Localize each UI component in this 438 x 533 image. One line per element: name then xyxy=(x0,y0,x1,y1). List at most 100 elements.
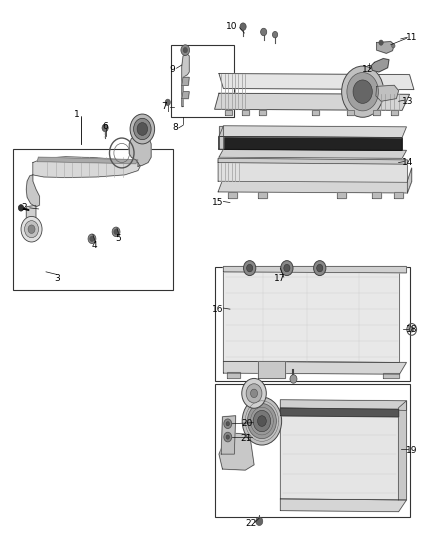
Text: 21: 21 xyxy=(240,434,252,442)
Polygon shape xyxy=(223,266,406,273)
Circle shape xyxy=(18,205,24,211)
Circle shape xyxy=(410,327,414,332)
Polygon shape xyxy=(223,361,406,374)
Circle shape xyxy=(253,410,271,432)
Text: 6: 6 xyxy=(102,123,108,131)
Circle shape xyxy=(88,234,96,244)
Text: 20: 20 xyxy=(242,419,253,428)
Circle shape xyxy=(226,435,230,439)
Text: 10: 10 xyxy=(226,22,238,31)
Circle shape xyxy=(183,47,187,53)
Polygon shape xyxy=(280,400,406,410)
Circle shape xyxy=(290,375,297,383)
Circle shape xyxy=(90,236,94,241)
Polygon shape xyxy=(377,42,394,53)
Circle shape xyxy=(392,44,395,48)
Circle shape xyxy=(21,216,42,242)
Circle shape xyxy=(261,28,267,36)
Circle shape xyxy=(281,261,293,276)
Polygon shape xyxy=(218,158,407,164)
Polygon shape xyxy=(259,110,266,115)
Polygon shape xyxy=(182,92,189,99)
Text: 7: 7 xyxy=(161,102,167,111)
Polygon shape xyxy=(280,408,399,500)
Circle shape xyxy=(165,99,170,106)
Polygon shape xyxy=(182,54,189,107)
Polygon shape xyxy=(227,372,240,378)
Polygon shape xyxy=(258,361,285,378)
Bar xyxy=(215,266,410,381)
Circle shape xyxy=(242,378,266,408)
Circle shape xyxy=(258,416,266,426)
Polygon shape xyxy=(407,168,412,193)
Circle shape xyxy=(314,261,326,276)
Polygon shape xyxy=(219,149,406,158)
Circle shape xyxy=(272,31,278,38)
Circle shape xyxy=(251,389,258,398)
Text: 4: 4 xyxy=(92,241,97,249)
Polygon shape xyxy=(219,136,402,150)
Circle shape xyxy=(130,114,155,144)
Text: 3: 3 xyxy=(54,274,60,282)
Text: 14: 14 xyxy=(402,158,413,167)
Text: 12: 12 xyxy=(362,65,374,74)
Circle shape xyxy=(342,66,384,117)
Circle shape xyxy=(112,227,120,237)
Circle shape xyxy=(246,384,262,403)
Circle shape xyxy=(134,118,151,140)
Polygon shape xyxy=(258,192,267,198)
Circle shape xyxy=(317,264,323,272)
Polygon shape xyxy=(373,110,380,115)
Circle shape xyxy=(247,264,253,272)
Polygon shape xyxy=(182,77,189,85)
Polygon shape xyxy=(37,157,138,164)
Circle shape xyxy=(25,221,39,238)
Circle shape xyxy=(226,422,230,426)
Polygon shape xyxy=(129,132,151,166)
Polygon shape xyxy=(218,180,412,193)
Polygon shape xyxy=(225,110,232,115)
Polygon shape xyxy=(219,126,406,138)
Polygon shape xyxy=(221,416,236,454)
Circle shape xyxy=(247,403,276,439)
Circle shape xyxy=(224,432,232,442)
Text: 11: 11 xyxy=(406,33,417,42)
Text: 1: 1 xyxy=(74,110,80,119)
Polygon shape xyxy=(280,408,399,417)
Circle shape xyxy=(240,23,246,30)
Text: 15: 15 xyxy=(212,198,224,207)
Text: 5: 5 xyxy=(115,235,121,243)
Polygon shape xyxy=(33,157,140,177)
Circle shape xyxy=(114,229,118,235)
Text: 22: 22 xyxy=(245,519,256,528)
Circle shape xyxy=(28,225,35,233)
Circle shape xyxy=(347,72,378,111)
Polygon shape xyxy=(26,205,36,220)
Circle shape xyxy=(224,419,232,429)
Text: 8: 8 xyxy=(172,124,178,132)
Polygon shape xyxy=(337,192,346,198)
Circle shape xyxy=(284,264,290,272)
Text: 16: 16 xyxy=(212,305,224,313)
Polygon shape xyxy=(394,192,403,198)
Polygon shape xyxy=(372,192,381,198)
Circle shape xyxy=(102,124,108,132)
Polygon shape xyxy=(219,126,223,149)
Circle shape xyxy=(379,40,383,45)
Polygon shape xyxy=(228,192,237,198)
Bar xyxy=(215,384,410,517)
Circle shape xyxy=(137,123,148,135)
Polygon shape xyxy=(391,110,398,115)
Circle shape xyxy=(256,517,263,526)
Polygon shape xyxy=(371,59,389,72)
Polygon shape xyxy=(280,499,406,512)
Polygon shape xyxy=(347,110,354,115)
Circle shape xyxy=(244,261,256,276)
Circle shape xyxy=(181,45,190,55)
Bar xyxy=(13,149,173,290)
Text: 18: 18 xyxy=(406,325,417,334)
Polygon shape xyxy=(242,110,249,115)
Polygon shape xyxy=(376,85,399,101)
Polygon shape xyxy=(219,74,414,90)
Polygon shape xyxy=(383,373,399,378)
